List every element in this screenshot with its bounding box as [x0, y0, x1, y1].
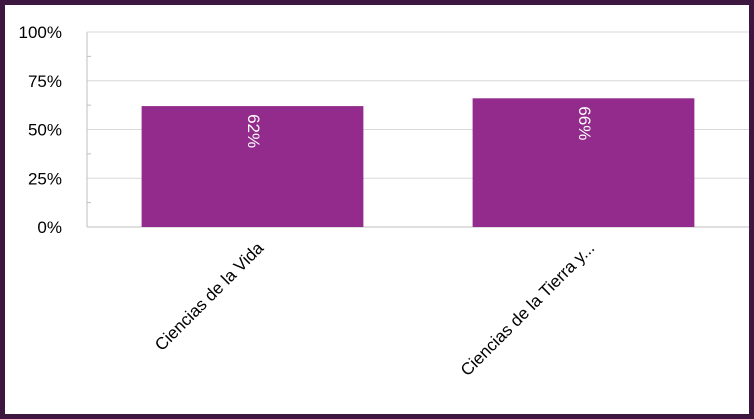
x-category-label: Ciencias de la Vida	[151, 238, 268, 355]
bar-1	[141, 106, 364, 227]
bar-chart: 0% 25% 50% 75% 100% 62% Ciencias de la Vida 66%…	[19, 23, 749, 380]
y-tick-label: 50%	[28, 121, 62, 140]
bar-data-label: 62%	[244, 114, 263, 148]
y-tick-label: 75%	[28, 72, 62, 91]
y-tick-label: 25%	[28, 169, 62, 188]
y-tick-label: 100%	[19, 23, 62, 42]
bar-2	[472, 98, 695, 227]
bar-data-label: 66%	[575, 106, 594, 140]
x-category-label: Ciencias de la Tierra y...	[457, 238, 598, 379]
y-tick-label: 0%	[37, 218, 62, 237]
